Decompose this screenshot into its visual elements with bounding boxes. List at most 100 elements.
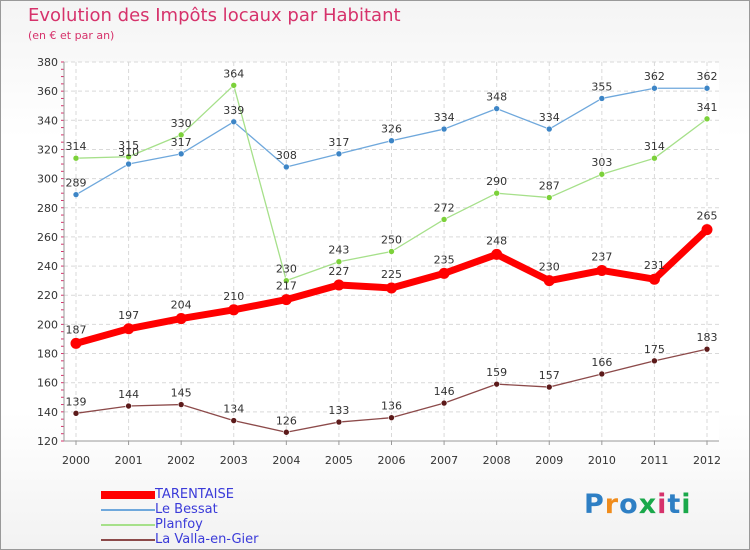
data-label: 133 <box>328 404 349 417</box>
x-tick-label: 2001 <box>115 454 143 467</box>
data-label: 334 <box>539 111 560 124</box>
series <box>70 82 713 436</box>
data-label: 134 <box>223 403 244 416</box>
data-point <box>230 82 238 89</box>
grid <box>64 61 719 442</box>
data-label: 210 <box>223 290 244 303</box>
data-point <box>125 153 132 161</box>
data-label: 217 <box>276 280 297 293</box>
x-tick-label: 2002 <box>167 454 195 467</box>
data-point <box>177 131 185 139</box>
data-label: 146 <box>434 385 455 398</box>
data-point <box>493 105 500 112</box>
data-point <box>440 216 448 223</box>
data-point <box>651 84 658 92</box>
y-tick-label: 140 <box>37 406 58 419</box>
logo-letter: i <box>681 489 692 520</box>
chart-title: Evolution des Impôts locaux par Habitant <box>28 5 401 26</box>
data-label: 334 <box>434 111 455 124</box>
data-label: 230 <box>276 263 297 276</box>
data-point <box>543 275 555 287</box>
data-point <box>72 191 80 198</box>
data-label: 243 <box>328 244 349 257</box>
legend-label: La Valla-en-Gier <box>155 532 259 547</box>
data-point <box>438 267 450 279</box>
logo-letter: o <box>619 489 639 520</box>
data-label: 126 <box>276 414 297 427</box>
legend-swatch <box>101 539 155 541</box>
data-point <box>125 402 132 410</box>
data-label: 289 <box>66 177 87 190</box>
data-label: 303 <box>591 156 612 169</box>
data-label: 225 <box>381 268 402 281</box>
x-tick-label: 2009 <box>535 454 563 467</box>
x-tick-label: 2011 <box>640 454 668 467</box>
x-tick-label: 2010 <box>588 454 616 467</box>
data-point <box>493 380 500 388</box>
data-point <box>440 399 448 407</box>
data-point <box>388 248 395 255</box>
data-label: 362 <box>697 70 718 83</box>
data-point <box>648 273 660 285</box>
data-label: 317 <box>328 136 349 149</box>
data-label: 290 <box>486 175 507 188</box>
data-label: 136 <box>381 400 402 413</box>
data-label: 235 <box>434 253 455 266</box>
data-label: 159 <box>486 366 507 379</box>
data-label: 187 <box>66 323 87 336</box>
data-point <box>333 279 345 291</box>
data-label: 237 <box>591 250 612 263</box>
data-label: 175 <box>644 343 665 356</box>
y-tick-label: 260 <box>37 231 58 244</box>
data-label: 145 <box>171 387 192 400</box>
data-label: 339 <box>223 104 244 117</box>
data-label: 348 <box>486 91 507 104</box>
data-point <box>175 313 187 325</box>
x-tick-label: 2000 <box>62 454 90 467</box>
y-tick-label: 300 <box>37 173 58 186</box>
x-tick-label: 2012 <box>693 454 721 467</box>
data-point <box>228 304 240 316</box>
data-point <box>545 383 553 391</box>
data-label: 139 <box>66 395 87 408</box>
logo-letter: r <box>604 489 620 520</box>
data-label: 287 <box>539 180 560 193</box>
data-point <box>598 170 606 178</box>
data-label: 308 <box>276 149 297 162</box>
data-point <box>72 154 80 162</box>
data-point <box>335 418 343 426</box>
proxiti-logo: Proxiti <box>584 489 692 520</box>
y-tick-label: 120 <box>37 435 58 448</box>
data-point <box>72 410 80 417</box>
data-label: 144 <box>118 388 139 401</box>
x-tick-label: 2007 <box>430 454 458 467</box>
data-label: 341 <box>697 101 718 114</box>
data-point <box>388 414 395 421</box>
logo-letter: x <box>638 489 658 520</box>
data-point <box>596 264 608 276</box>
x-tick-label: 2003 <box>220 454 248 467</box>
data-point <box>651 154 658 162</box>
data-point <box>335 150 343 158</box>
axes: 120 140 160 180 200 220 240 260 280 300 320 340 360 3… <box>37 56 721 467</box>
data-point <box>386 282 397 294</box>
data-point <box>177 401 185 408</box>
data-label: 248 <box>486 234 507 247</box>
data-label: 315 <box>118 139 139 152</box>
y-tick-label: 180 <box>37 348 58 361</box>
logo-letter: i <box>657 489 668 520</box>
data-point <box>703 345 711 353</box>
legend-swatch <box>101 509 155 511</box>
data-point <box>283 277 290 284</box>
data-point <box>598 95 606 102</box>
data-point <box>701 224 713 236</box>
data-point <box>651 357 658 365</box>
legend-swatch <box>101 491 155 499</box>
data-label: 310 <box>118 146 139 159</box>
legend-label: TARENTAISE <box>155 487 234 502</box>
data-point <box>70 337 82 349</box>
data-point <box>388 137 395 145</box>
data-label: 326 <box>381 123 402 136</box>
